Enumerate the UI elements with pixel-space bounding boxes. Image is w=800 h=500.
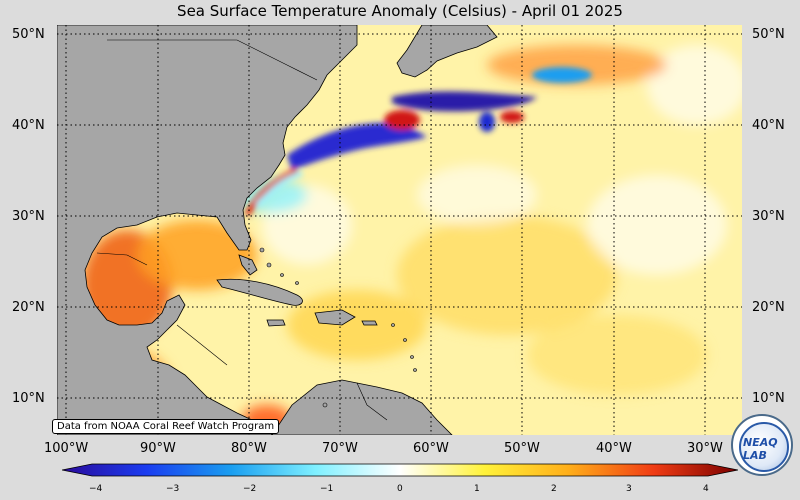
neutral-patch [587,175,727,275]
cold-eddy [532,67,592,83]
lon-label-70w: 70°W [322,441,358,456]
map-canvas [57,25,742,435]
logo-globe [739,422,789,472]
warm-patch [397,215,617,335]
cold-anomaly-band [287,122,427,170]
colorbar-tick-neg3: −3 [166,484,180,494]
newfoundland-landmass [396,25,498,78]
logo-text: NEAQ LAB [743,436,778,462]
us-mexico-border [96,252,148,266]
island [413,368,417,372]
lon-label-30w: 30°W [687,441,723,456]
hispaniola-landmass [314,309,356,326]
lon-label-40w: 40°W [596,441,632,456]
lat-label-30n-right: 30°N [752,209,785,224]
gulf-stream-warm-edge [244,167,299,217]
colorbar-tick-neg2: −2 [243,484,257,494]
lat-label-10n-left: 10°N [12,391,45,406]
lat-label-40n-left: 40°N [12,118,45,133]
colorbar-tick-0: 0 [397,484,403,494]
colorbar-tick-4: 4 [703,484,709,494]
warm-patches [57,45,742,435]
shelf-cool-edge [255,170,303,207]
cold-eddy [479,112,495,132]
south-america-border [356,382,388,421]
lon-label-50w: 50°W [504,441,540,456]
warm-eddy [384,110,420,130]
lat-label-50n-right: 50°N [752,27,785,42]
island [266,262,272,268]
map-title: Sea Surface Temperature Anomaly (Celsius… [177,2,623,20]
island [280,273,284,277]
warm-patch [527,315,707,395]
lat-label-20n-left: 20°N [12,300,45,315]
neutral-patch [417,165,537,225]
colorbar-tick-3: 3 [626,484,632,494]
island [259,247,265,253]
warm-eddy [500,111,524,123]
cuba-landmass [216,278,303,306]
lon-label-100w: 100°W [44,441,89,456]
small-islands [259,247,417,408]
island [403,338,407,342]
warm-patch [287,290,427,360]
graticule [57,25,742,435]
lon-label-60w: 60°W [413,441,449,456]
colorbar-gradient [61,463,739,477]
colorbar-tick-neg4: −4 [89,484,103,494]
island [410,355,414,359]
florida-tip [238,254,258,276]
gulf-stream-eddies [244,67,592,217]
sst-anomaly-map [57,25,742,435]
neutral-patch [647,45,742,125]
lon-label-90w: 90°W [140,441,176,456]
neaq-lab-logo-icon: NEAQ LAB [731,414,793,476]
central-america-border [176,324,228,366]
island [295,281,299,285]
colorbar-bar [61,463,739,477]
us-canada-border [107,39,318,81]
lat-label-10n-right: 10°N [752,391,785,406]
colorbar-tick-1: 1 [474,484,480,494]
borders [96,39,388,421]
cold-anomaly-band [392,91,537,112]
land-masses [57,25,498,435]
colorbar-tick-2: 2 [551,484,557,494]
lat-label-30n-left: 30°N [12,209,45,224]
colorbar-tick-neg1: −1 [320,484,334,494]
colorbar [61,462,739,482]
puerto-rico-landmass [361,320,378,326]
lat-label-50n-left: 50°N [12,27,45,42]
lat-label-40n-right: 40°N [752,118,785,133]
island [322,402,328,408]
data-credit-label: Data from NOAA Coral Reef Watch Program [52,419,280,434]
lat-label-20n-right: 20°N [752,300,785,315]
south-america-landmass [271,379,453,435]
gulf-warm-patch [137,220,257,290]
island [391,323,395,327]
lon-label-80w: 80°W [231,441,267,456]
jamaica-landmass [266,319,286,327]
north-america-landmass [57,25,358,435]
